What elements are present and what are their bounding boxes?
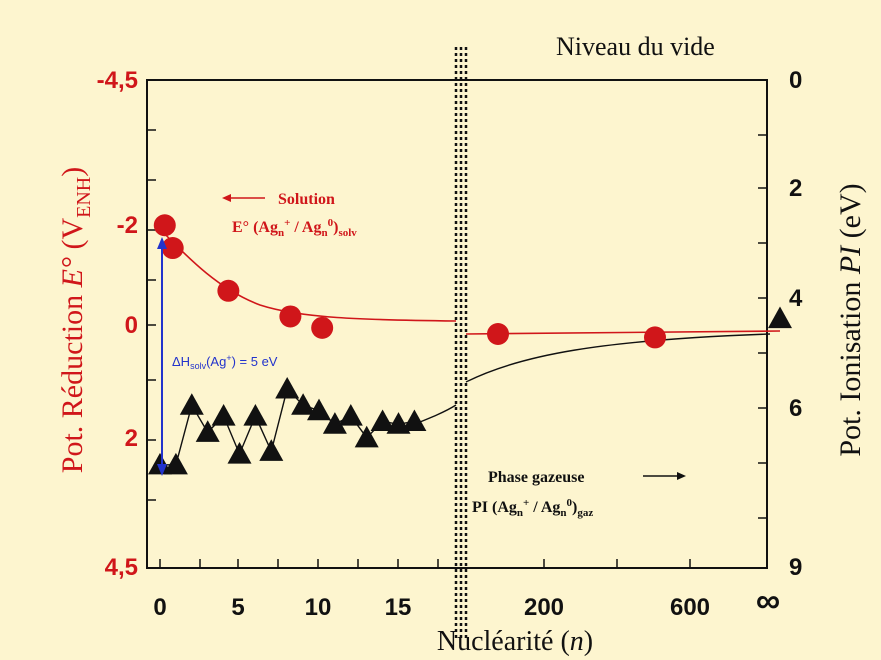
y-right-tick: 2 (789, 175, 802, 202)
x-title-end: ) (584, 626, 593, 657)
gas-formula-sub: gaz (577, 507, 593, 519)
gas-data-point (243, 404, 268, 426)
gas-formula-sub-n2: n (560, 507, 566, 519)
x-title-var: n (570, 626, 584, 657)
solution-formula-sub: solv (338, 227, 357, 239)
gas-data-point (768, 306, 792, 329)
solution-data-point (311, 316, 334, 339)
x-tick: 5 (231, 594, 244, 621)
solution-label: Solution (278, 191, 335, 208)
y-right-title: Pot. Ionisation PI (eV) (834, 183, 867, 456)
y-left-title-sub: ENH (73, 177, 95, 218)
gas-data-point (195, 420, 220, 442)
solution-formula-sub-n2: n (321, 227, 327, 239)
x-title-main: Nucléarité ( (437, 626, 570, 657)
solution-formula-sep: / Ag (290, 219, 321, 236)
y-left-tick: 4,5 (105, 554, 138, 581)
gas-series (148, 306, 792, 475)
delta-h-main: ΔH (172, 354, 190, 369)
y-left-title: Pot. Réduction E° (VENH) (56, 167, 95, 473)
solution-formula-sub-n: n (278, 227, 284, 239)
tick-marks (147, 79, 767, 569)
solution-data-point (487, 322, 509, 345)
x-tick: 0 (153, 594, 166, 621)
delta-h-sub: solv (190, 361, 207, 371)
gas-data-point (402, 409, 427, 432)
gas-formula-sep: / Ag (529, 499, 560, 516)
y-right-tick: 9 (789, 554, 802, 581)
solution-arrow (222, 194, 265, 202)
y-left-tick: -2 (117, 212, 138, 239)
x-axis-title: Nucléarité (n) (437, 626, 593, 657)
solution-formula-sup-zero: 0 (328, 217, 334, 229)
solution-series (153, 214, 666, 349)
gas-data-point (148, 452, 172, 475)
y-left-tick: 2 (125, 425, 138, 452)
gas-data-point (370, 409, 395, 432)
solution-data-point (161, 237, 184, 260)
gas-data-point (211, 404, 236, 426)
gas-data-point (259, 439, 284, 461)
gas-data-point (322, 412, 347, 434)
delta-h-arrow (157, 237, 167, 476)
y-left-tick: 0 (125, 312, 138, 339)
solution-formula: E° (Agn+ / Agn0)solv (232, 217, 357, 239)
gas-formula-sup-zero: 0 (567, 497, 573, 509)
x-tick: 15 (385, 594, 412, 621)
delta-h-sup: + (226, 353, 231, 363)
x-tick: 10 (305, 594, 332, 621)
gas-label: Phase gazeuse (488, 469, 584, 486)
gas-data-point (307, 398, 331, 421)
gas-data-point (163, 452, 188, 475)
delta-h-rest: (Ag (206, 354, 226, 369)
delta-h-value: ) = 5 eV (232, 354, 278, 369)
gas-data-point (338, 404, 363, 426)
solution-data-point (279, 305, 302, 328)
solution-data-point (153, 214, 176, 237)
nucleation-separator (454, 47, 468, 640)
gas-formula: PI (Agn+ / Agn0)gaz (472, 497, 593, 519)
solution-fit-curve-right (465, 330, 781, 335)
y-left-title-var: E° (56, 257, 89, 288)
y-right-tick: 6 (789, 395, 802, 422)
gas-formula-main: PI (Ag (472, 499, 517, 516)
delta-h-label: ΔHsolv(Ag+) = 5 eV (172, 353, 278, 371)
y-right-title-main: Pot. Ionisation (834, 274, 867, 457)
x-tick: 600 (670, 594, 710, 621)
gas-formula-close: ) (572, 499, 577, 516)
x-tick-infinity: ∞ (756, 582, 780, 620)
y-right-tick: 4 (789, 285, 803, 312)
solution-data-point (644, 326, 666, 349)
y-left-title-paren: (V (56, 218, 89, 257)
solution-data-point (217, 279, 240, 302)
gas-fit-curve-right (465, 333, 771, 383)
gas-formula-sup-plus: + (523, 497, 529, 509)
solution-formula-close: ) (333, 219, 338, 236)
gas-data-point (179, 393, 204, 415)
y-left-tick: -4,5 (97, 67, 138, 94)
gas-data-point (227, 441, 252, 464)
solution-formula-sup-plus: + (284, 217, 290, 229)
y-right-title-end: (eV) (834, 183, 867, 245)
gas-formula-sub-n: n (517, 507, 523, 519)
y-left-title-main: Pot. Réduction (56, 287, 89, 473)
y-left-title-end: ) (56, 167, 89, 177)
x-tick: 200 (524, 594, 564, 621)
gas-data-point (291, 393, 316, 415)
gas-data-point (275, 376, 300, 399)
y-right-title-var: PI (834, 244, 867, 275)
gas-arrow (643, 472, 686, 480)
vacuum-level-label: Niveau du vide (556, 32, 715, 61)
solution-formula-main: E° (Ag (232, 219, 278, 236)
y-right-tick: 0 (789, 67, 802, 94)
gas-fit-curve (414, 404, 457, 425)
solution-fit-curve (159, 228, 457, 322)
gas-data-point (354, 425, 379, 448)
